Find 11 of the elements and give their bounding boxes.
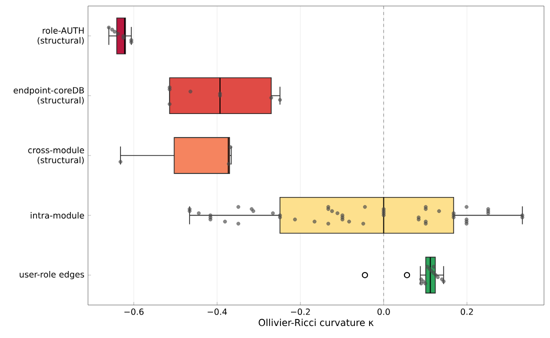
y-tick-label: endpoint-coreDB (structural)	[14, 86, 84, 104]
x-tick-label: −0.2	[290, 308, 310, 315]
x-tick-label: 0.2	[460, 308, 473, 315]
y-tick-label: user-role edges	[20, 271, 84, 280]
y-tick-label: intra-module	[30, 212, 84, 219]
x-tick-label: −0.4	[208, 308, 227, 315]
x-tick-label: 0.0	[378, 308, 390, 315]
y-tick-label: cross-module (structural)	[28, 146, 84, 164]
y-tick-label: role-AUTH (structural)	[38, 27, 84, 45]
x-tick-label: −0.6	[124, 308, 144, 315]
x-axis-title: Ollivier-Ricci curvature κ	[258, 318, 374, 326]
